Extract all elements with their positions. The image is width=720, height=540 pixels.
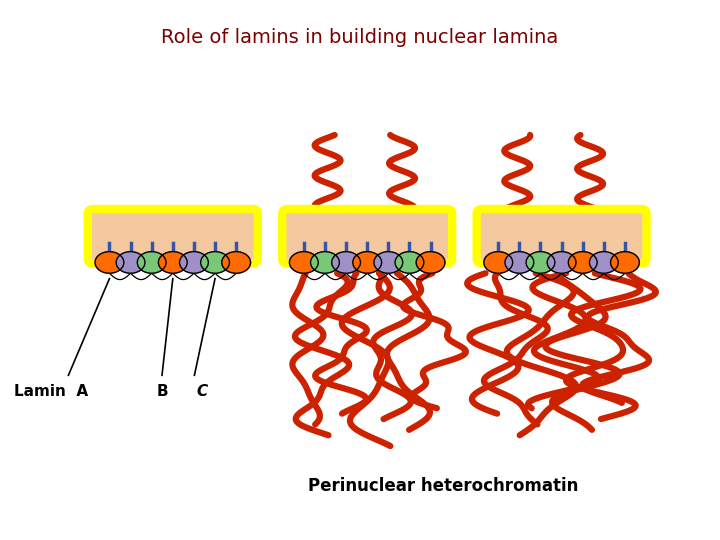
Circle shape [116, 252, 145, 273]
Text: Perinuclear heterochromatin: Perinuclear heterochromatin [307, 477, 578, 495]
Text: B: B [156, 384, 168, 399]
Circle shape [484, 252, 513, 273]
Circle shape [353, 252, 382, 273]
Text: Lamin  A: Lamin A [14, 384, 89, 399]
Circle shape [416, 252, 445, 273]
Circle shape [395, 252, 424, 273]
Circle shape [310, 252, 339, 273]
Circle shape [611, 252, 639, 273]
Circle shape [158, 252, 187, 273]
FancyBboxPatch shape [282, 209, 452, 264]
Circle shape [505, 252, 534, 273]
Circle shape [526, 252, 555, 273]
Circle shape [179, 252, 208, 273]
FancyBboxPatch shape [477, 209, 647, 264]
FancyBboxPatch shape [88, 209, 258, 264]
Circle shape [201, 252, 230, 273]
Circle shape [332, 252, 361, 273]
Circle shape [547, 252, 576, 273]
Circle shape [138, 252, 166, 273]
Text: C: C [196, 384, 207, 399]
Circle shape [289, 252, 318, 273]
Circle shape [222, 252, 251, 273]
Text: Role of lamins in building nuclear lamina: Role of lamins in building nuclear lamin… [161, 28, 559, 48]
Circle shape [374, 252, 402, 273]
Circle shape [568, 252, 597, 273]
Circle shape [590, 252, 618, 273]
Circle shape [95, 252, 124, 273]
